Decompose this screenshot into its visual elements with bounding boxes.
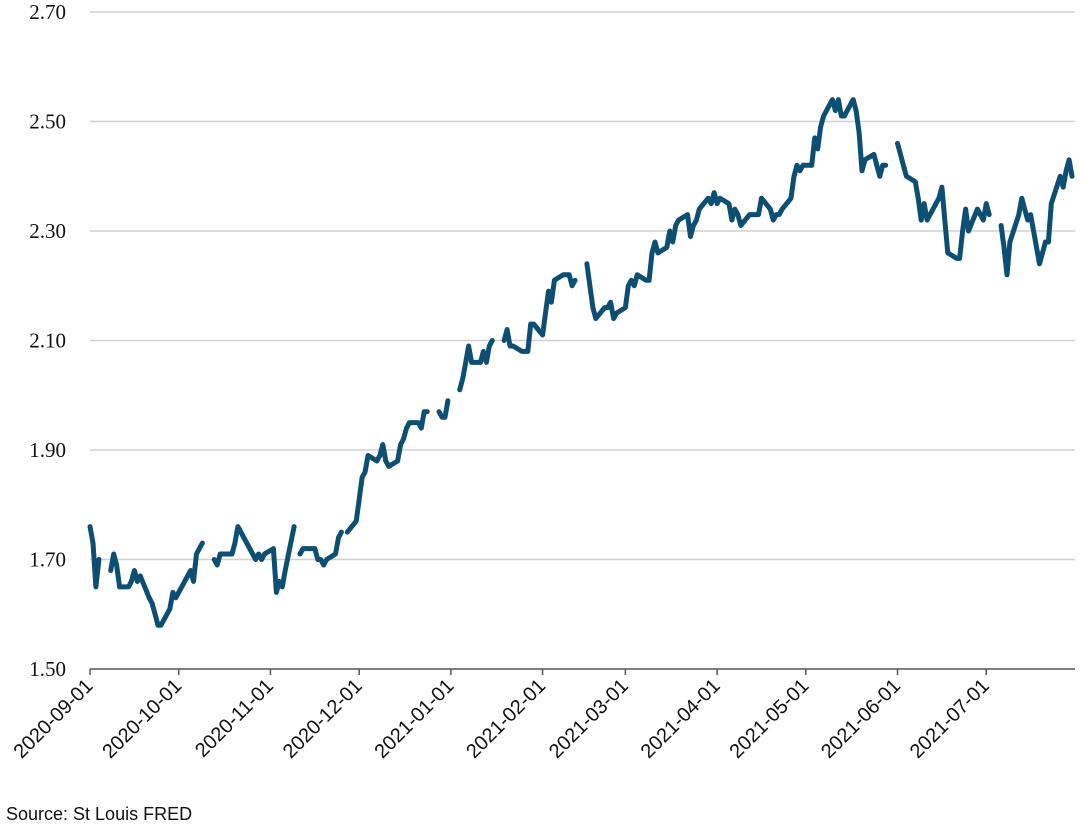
y-tick-label: 2.50 [29, 110, 66, 134]
x-tick-label: 2021-01-01 [371, 675, 459, 763]
gridlines [90, 11, 1075, 561]
x-axis-ticks: 2020-09-01 2020-10-01 2020-11-01 2020-12-01… [10, 669, 994, 763]
series-line-segment [457, 338, 495, 393]
y-tick-label: 2.10 [29, 329, 66, 353]
x-tick-label: 2021-07-01 [906, 675, 994, 763]
y-axis-ticks: 1.50 1.70 1.90 2.10 2.30 2.50 2.70 [29, 0, 66, 681]
series-line-segment [297, 529, 344, 568]
y-tick-label: 1.70 [29, 548, 66, 572]
x-tick-label: 2021-03-01 [545, 675, 633, 763]
series-line-segment [211, 524, 297, 595]
series-line-segment [584, 97, 889, 322]
series-line-segment [436, 398, 451, 420]
x-tick-label: 2021-06-01 [817, 675, 905, 763]
x-tick-label: 2020-11-01 [191, 675, 278, 762]
source-note: Source: St Louis FRED [6, 804, 193, 824]
series-line-segment [501, 272, 578, 354]
y-tick-label: 1.90 [29, 438, 66, 462]
y-tick-label: 2.30 [29, 219, 66, 243]
series-lines [87, 97, 1075, 628]
series-line-segment [998, 157, 1075, 278]
series-line-segment [895, 140, 992, 261]
x-tick-label: 2021-05-01 [725, 675, 813, 763]
x-tick-label: 2021-02-01 [462, 675, 550, 763]
x-tick-label: 2020-12-01 [279, 675, 367, 763]
series-line-segment [108, 540, 205, 628]
x-tick-label: 2020-10-01 [98, 675, 186, 763]
series-line-segment [344, 409, 430, 535]
x-tick-label: 2020-09-01 [10, 675, 98, 763]
series-line-segment [87, 524, 102, 590]
x-tick-label: 2021-04-01 [637, 675, 725, 763]
y-tick-label: 2.70 [29, 0, 66, 24]
y-tick-label: 1.50 [29, 657, 66, 681]
